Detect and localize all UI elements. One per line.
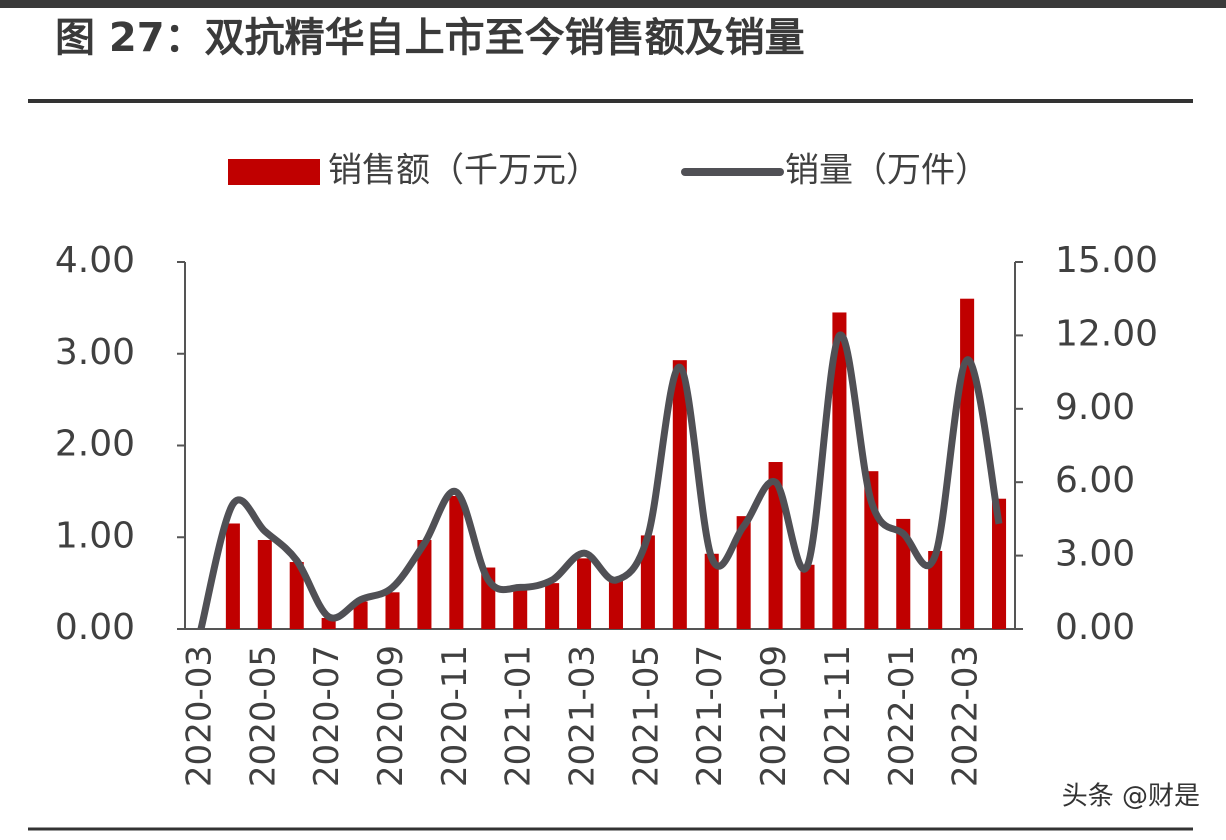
- line: [197, 331, 1003, 630]
- bar: [992, 498, 1007, 629]
- bar: [545, 583, 560, 629]
- bar: [832, 312, 847, 629]
- y-tick-label: 3.00: [55, 332, 135, 373]
- y-tick-label: 2.00: [55, 424, 135, 465]
- y2-tick-label: 12.00: [1055, 313, 1158, 354]
- bar: [608, 578, 623, 629]
- top-bar: [0, 0, 1226, 8]
- bar: [640, 535, 655, 629]
- bar: [800, 564, 815, 629]
- bar: [289, 562, 304, 629]
- y-tick-label: 4.00: [55, 240, 135, 281]
- y-tick-label: 0.00: [55, 607, 135, 648]
- x-tick-label: 2021-11: [818, 645, 858, 787]
- bar: [896, 518, 911, 629]
- x-tick-label: 2021-09: [754, 645, 794, 787]
- bar: [257, 540, 272, 629]
- bar: [417, 540, 432, 629]
- legend-label: 销售额（千万元）: [328, 151, 600, 191]
- y2-tick-label: 3.00: [1055, 534, 1135, 575]
- y2-tick-label: 0.00: [1055, 607, 1135, 648]
- x-tick-label: 2021-05: [626, 645, 666, 787]
- x-tick-label: 2020-03: [179, 645, 219, 787]
- y-tick-label: 1.00: [55, 515, 135, 556]
- legend-label: 销量（万件）: [785, 151, 989, 191]
- x-tick-label: 2020-07: [307, 645, 347, 787]
- bar: [928, 551, 943, 629]
- bar: [704, 553, 719, 629]
- y2-tick-label: 15.00: [1055, 240, 1158, 281]
- legend-swatch: [228, 159, 320, 185]
- x-tick-label: 2022-01: [882, 645, 922, 787]
- x-tick-label: 2021-01: [499, 645, 539, 787]
- x-tick-label: 2020-05: [243, 645, 283, 787]
- bar: [513, 587, 528, 629]
- bar: [960, 298, 975, 629]
- watermark: 头条 @财是: [1062, 782, 1200, 812]
- x-tick-label: 2021-07: [690, 645, 730, 787]
- bar: [225, 523, 240, 629]
- bar: [672, 360, 687, 629]
- bar: [577, 558, 592, 629]
- x-tick-label: 2020-11: [435, 645, 475, 787]
- bar: [768, 462, 783, 629]
- chart-title: 图 27：双抗精华自上市至今销售额及销量: [55, 15, 805, 61]
- bar: [321, 617, 336, 629]
- y2-tick-label: 9.00: [1055, 387, 1135, 428]
- bar: [449, 495, 464, 629]
- x-tick-label: 2020-09: [371, 645, 411, 787]
- bar: [736, 516, 751, 629]
- bar: [353, 601, 368, 629]
- bar: [385, 592, 400, 629]
- x-tick-label: 2021-03: [563, 645, 603, 787]
- x-tick-label: 2022-03: [946, 645, 986, 787]
- y2-tick-label: 6.00: [1055, 460, 1135, 501]
